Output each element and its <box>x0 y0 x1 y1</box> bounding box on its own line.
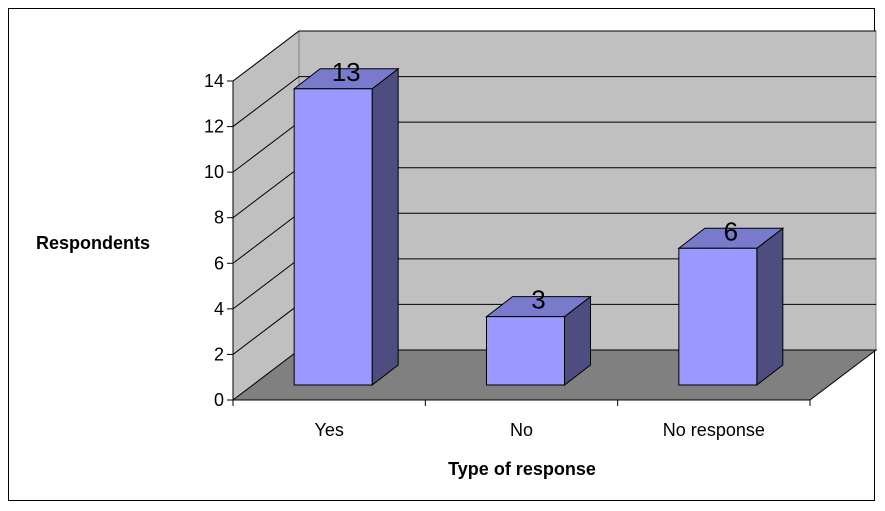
gridline-12 <box>232 76 876 127</box>
y-tick-label: 8 <box>214 208 224 228</box>
y-tick-label: 6 <box>214 253 224 273</box>
axes <box>227 80 811 406</box>
bar-front <box>293 88 373 386</box>
x-tick-label: No <box>510 420 533 440</box>
y-axis-title: Respondents <box>36 233 150 253</box>
y-tick-label: 0 <box>214 390 224 410</box>
bar-no-response <box>677 227 785 387</box>
y-tick-label: 14 <box>204 71 224 91</box>
y-tick-label: 12 <box>204 117 224 137</box>
y-tick-label: 4 <box>214 299 224 319</box>
y-tick-label: 2 <box>214 344 224 364</box>
gridline-14 <box>232 30 876 82</box>
data-label: 13 <box>332 57 361 87</box>
bar-yes <box>292 67 400 387</box>
x-tick-label: No response <box>663 420 765 440</box>
bar-no <box>485 295 592 387</box>
x-tick-label: Yes <box>314 420 343 440</box>
y-tick-label: 10 <box>204 162 224 182</box>
bar-front <box>678 247 758 386</box>
side-wall <box>232 29 300 402</box>
bar-side <box>371 67 399 387</box>
labels: 0 2 4 6 8 10 12 14 13 Yes 3 No 6 No response <box>204 57 765 440</box>
data-label: 3 <box>531 285 545 315</box>
data-label: 6 <box>724 216 738 246</box>
bar-side <box>756 227 784 387</box>
bar-front <box>486 316 565 386</box>
x-axis-title: Type of response <box>448 459 596 479</box>
bars <box>292 67 785 387</box>
